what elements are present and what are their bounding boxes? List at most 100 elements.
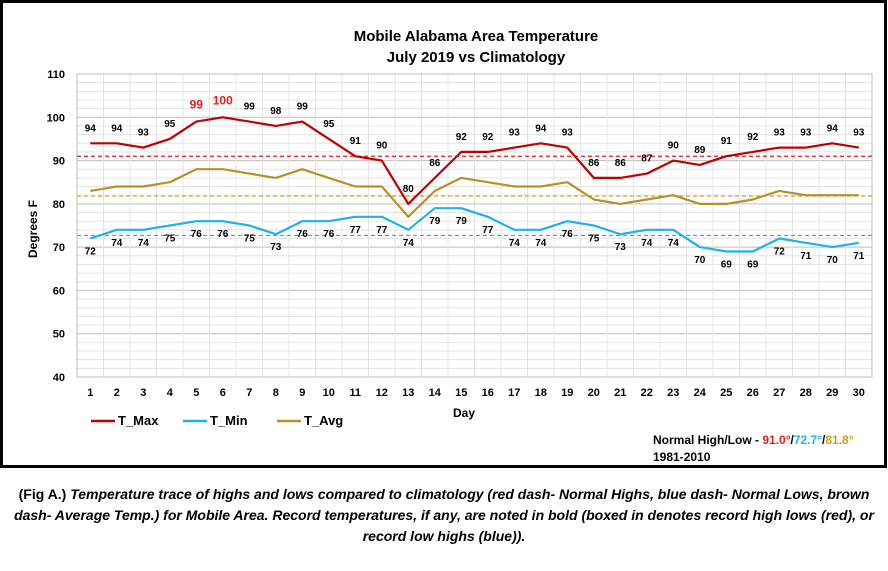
tmin-label: 71 [800, 251, 812, 262]
tmin-label: 76 [217, 229, 229, 240]
tmax-label: 86 [615, 158, 627, 169]
tmax-label: 87 [641, 154, 653, 165]
tmin-label: 69 [721, 259, 733, 270]
legend-label: T_Min [210, 413, 248, 428]
caption-text: Temperature trace of highs and lows comp… [14, 486, 874, 544]
series [89, 116, 859, 253]
normal-low-value: 72.7° [794, 433, 822, 447]
tmax-label: 93 [853, 128, 865, 139]
tmin-label: 74 [509, 238, 521, 249]
caption-fig-label: (Fig A.) [18, 486, 67, 502]
tmax-label: 98 [270, 106, 282, 117]
x-tick-label: 13 [402, 387, 414, 399]
tmax-label: 95 [323, 119, 335, 130]
x-tick-label: 14 [429, 387, 442, 399]
tmax-label: 86 [588, 158, 600, 169]
tmin-label: 75 [164, 234, 176, 245]
tmin-label: 74 [138, 238, 150, 249]
tmax-label: 91 [350, 136, 362, 147]
y-tick-label: 50 [53, 329, 65, 341]
y-tick-label: 40 [53, 372, 65, 384]
tmin-label: 77 [482, 225, 494, 236]
y-tick-label: 90 [53, 156, 65, 168]
x-tick-label: 12 [376, 387, 388, 399]
tmin-label: 74 [403, 238, 415, 249]
x-tick-label: 6 [220, 387, 226, 399]
legend-label: T_Max [118, 413, 159, 428]
x-tick-label: 24 [694, 387, 707, 399]
tmin-label: 71 [853, 251, 865, 262]
y-tick-label: 100 [47, 112, 65, 124]
grid [76, 73, 873, 378]
tmin-label: 70 [694, 255, 706, 266]
normals-text: Normal High/Low - 91.0°/72.7°/81.8° [653, 433, 854, 447]
tmax-label: 93 [562, 128, 574, 139]
tmax-label: 80 [403, 184, 415, 195]
data-labels: 94 94 93 95 99 100 99 98 99 95 91 90 80 86 92 92 93 94 93 8… [85, 93, 865, 270]
tmax-label: 94 [85, 123, 97, 134]
y-tick-label: 110 [47, 69, 65, 81]
tmin-label: 73 [270, 242, 282, 253]
tmin-label: 74 [111, 238, 123, 249]
x-tick-label: 22 [641, 387, 653, 399]
tmin-label: 70 [827, 255, 839, 266]
tmax-label: 94 [535, 123, 547, 134]
tmin-label: 76 [191, 229, 203, 240]
x-tick-label: 17 [508, 387, 520, 399]
chart-subtitle: July 2019 vs Climatology [387, 49, 566, 66]
x-tick-label: 18 [535, 387, 547, 399]
x-tick-label: 25 [720, 387, 732, 399]
tmin-label: 74 [668, 238, 680, 249]
tmin-label: 79 [429, 216, 441, 227]
normals-sep-1: / [791, 433, 795, 447]
tmax-label: 92 [456, 132, 468, 143]
x-tick-label: 27 [773, 387, 785, 399]
tmin-label: 74 [641, 238, 653, 249]
tmin-label: 75 [588, 234, 600, 245]
x-tick-label: 15 [455, 387, 467, 399]
tmin-label: 76 [562, 229, 574, 240]
tmax-label: 86 [429, 158, 441, 169]
tmin-label: 79 [456, 216, 468, 227]
x-tick-label: 16 [482, 387, 494, 399]
x-tick-label: 21 [614, 387, 626, 399]
legend-label: T_Avg [304, 413, 343, 428]
record-label: 100 [213, 93, 233, 107]
y-tick-label: 60 [53, 285, 65, 297]
x-tick-label: 2 [114, 387, 120, 399]
tmin-label: 77 [376, 225, 388, 236]
normals-sep-2: / [822, 433, 826, 447]
normals-period: 1981-2010 [653, 450, 711, 464]
tmax-label: 92 [747, 132, 759, 143]
y-axis-label: Degrees F [26, 200, 40, 258]
series-line-t-avg [90, 168, 859, 218]
x-tick-label: 1 [87, 387, 93, 399]
record-label: 99 [190, 98, 204, 112]
y-tick-label: 70 [53, 242, 65, 254]
tmax-label: 93 [509, 128, 521, 139]
tmax-label: 89 [694, 145, 706, 156]
tmax-label: 95 [164, 119, 176, 130]
chart-frame: Mobile Alabama Area Temperature July 201… [0, 0, 887, 468]
x-tick-label: 7 [246, 387, 252, 399]
tmin-label: 72 [774, 246, 786, 257]
tmin-label: 77 [350, 225, 362, 236]
tmax-label: 92 [482, 132, 494, 143]
tmin-label: 73 [615, 242, 627, 253]
normals-heading: Normal High/Low - [653, 433, 762, 447]
x-axis-label: Day [453, 406, 475, 420]
normal-high-value: 91.0° [762, 433, 790, 447]
tmax-label: 94 [827, 123, 839, 134]
series-line-t-min [89, 207, 859, 253]
tmax-label: 94 [111, 123, 123, 134]
tmax-label: 93 [800, 128, 812, 139]
x-tick-label: 9 [299, 387, 305, 399]
tmax-label: 91 [721, 136, 733, 147]
plot-area-border [76, 73, 873, 378]
x-tick-label: 5 [193, 387, 199, 399]
tmin-label: 69 [747, 259, 759, 270]
x-tick-label: 26 [747, 387, 759, 399]
tmax-label: 90 [668, 141, 680, 152]
x-tick-label: 28 [800, 387, 812, 399]
x-tick-label: 29 [826, 387, 838, 399]
